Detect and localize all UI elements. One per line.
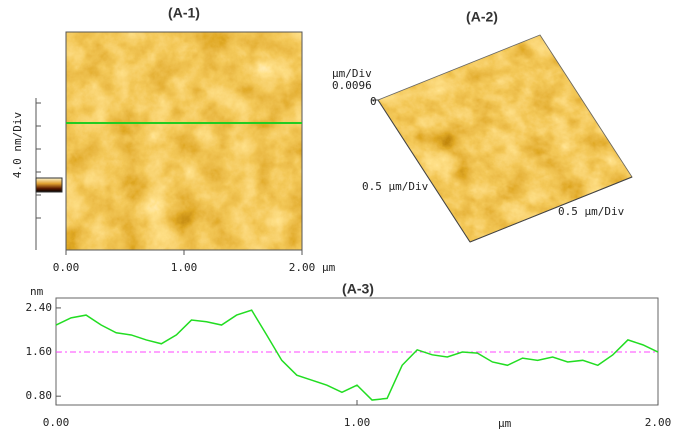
title-a3: (A-3) xyxy=(342,281,374,297)
y-axis-label: nm xyxy=(30,285,44,298)
z-tick-label: 0.0096 xyxy=(332,79,372,92)
colorbar-label: 4.0 nm/Div xyxy=(11,112,24,179)
z-tick-label: 0 xyxy=(370,95,377,108)
x-tick-label: 2.00 xyxy=(645,416,672,429)
x-axis-label: µm xyxy=(322,261,336,274)
x-tick-label: 2.00 xyxy=(289,261,316,274)
x-tick-label: 1.00 xyxy=(344,416,371,429)
x-tick-label: 0.00 xyxy=(53,261,80,274)
y-axis-label: 0.5 µm/Div xyxy=(558,205,625,218)
plot-frame xyxy=(56,298,658,405)
x-tick-label: 1.00 xyxy=(171,261,198,274)
afm-image xyxy=(66,32,302,250)
y-tick-label: 2.40 xyxy=(26,301,53,314)
title-a2: (A-2) xyxy=(466,9,498,25)
profile-series xyxy=(56,310,658,400)
x-tick-label: 0.00 xyxy=(43,416,70,429)
y-tick-label: 0.80 xyxy=(26,389,53,402)
figure: (A-1) 4.0 nm/Div µm (A-2) µm/Div 0.0096 … xyxy=(0,0,688,432)
colorbar xyxy=(36,98,62,250)
x-axis-label: 0.5 µm/Div xyxy=(362,180,429,193)
y-tick-label: 1.60 xyxy=(26,345,53,358)
title-a1: (A-1) xyxy=(168,5,200,21)
x-axis-label: µm xyxy=(498,417,512,430)
